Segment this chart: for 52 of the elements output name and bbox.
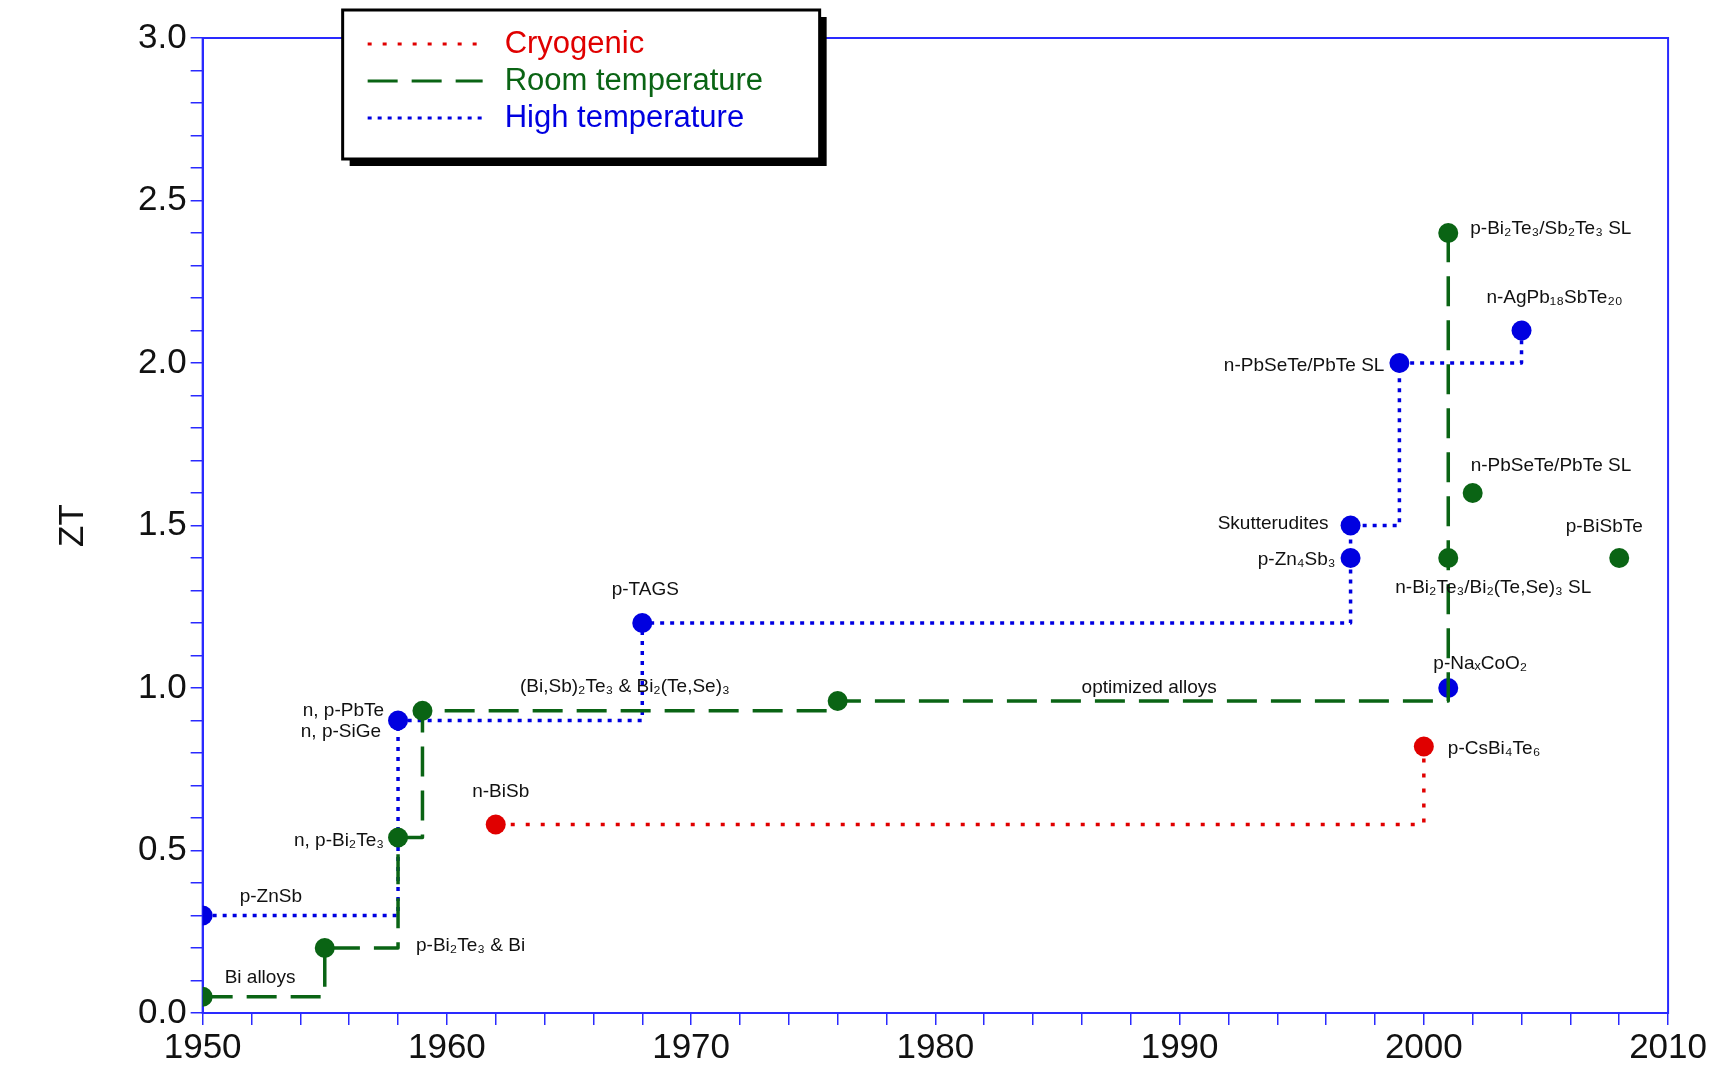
- x-tick-label: 1960: [407, 1025, 486, 1065]
- annotation: Bi alloys: [224, 965, 296, 987]
- y-tick-label: 1.0: [138, 665, 187, 705]
- point: [1340, 515, 1361, 536]
- annotation: p-BiSbTe: [1565, 515, 1643, 537]
- point: [388, 827, 409, 848]
- legend-label: Cryogenic: [504, 24, 645, 60]
- y-tick-label: 1.5: [138, 503, 187, 543]
- legend-label: Room temperature: [504, 61, 764, 97]
- annotation: p-NaₓCoO₂: [1433, 652, 1528, 674]
- point: [1389, 353, 1410, 373]
- annotation: optimized alloys: [1081, 676, 1217, 698]
- annotation: n-BiSb: [472, 779, 530, 801]
- x-tick-label: 2010: [1629, 1025, 1708, 1065]
- annotation: n, p-Bi₂Te₃: [293, 828, 385, 850]
- y-axis-title: ZT: [50, 504, 90, 547]
- point: [1340, 548, 1361, 568]
- annotation: n-PbSeTe/PbTe SL: [1223, 354, 1385, 376]
- annotation: p-Bi₂Te₃ & Bi: [416, 934, 526, 956]
- annotation: Skutterudites: [1217, 511, 1329, 533]
- annotation: p-CsBi₄Te₆: [1447, 736, 1541, 758]
- y-tick-label: 2.5: [138, 178, 187, 218]
- annotation: p-Zn₄Sb₃: [1257, 548, 1336, 570]
- y-tick-label: 0.5: [138, 828, 187, 868]
- annotation: p-ZnSb: [239, 884, 302, 906]
- point: [1413, 736, 1434, 757]
- point: [632, 613, 653, 633]
- point: [314, 938, 335, 958]
- annotation: n, p-PbTe: [302, 698, 385, 720]
- annotation: n-PbSeTe/PbTe SL: [1470, 454, 1632, 476]
- annotation: n-Bi₂Te₃/Bi₂(Te,Se)₃ SL: [1395, 576, 1592, 598]
- legend-label: High temperature: [504, 98, 745, 134]
- y-tick-label: 3.0: [138, 15, 187, 55]
- annotation: n-AgPb₁₈SbTe₂₀: [1486, 285, 1623, 307]
- y-tick-label: 2.0: [138, 340, 187, 380]
- point: [827, 691, 848, 711]
- point: [1438, 223, 1459, 243]
- point: [1462, 483, 1483, 503]
- annotation: (Bi,Sb)₂Te₃ & Bi₂(Te,Se)₃: [519, 674, 730, 696]
- x-tick-label: 2000: [1384, 1025, 1463, 1065]
- point: [1511, 320, 1532, 341]
- point: [485, 814, 506, 835]
- annotation: p-TAGS: [611, 578, 679, 600]
- annotation: n, p-SiGe: [300, 719, 382, 741]
- point: [412, 700, 433, 721]
- x-tick-label: 1990: [1140, 1025, 1219, 1065]
- point: [1609, 548, 1630, 568]
- annotation: p-Bi₂Te₃/Sb₂Te₃ SL: [1470, 217, 1632, 239]
- x-tick-label: 1970: [652, 1025, 731, 1065]
- point: [1438, 548, 1459, 568]
- x-tick-label: 1980: [896, 1025, 975, 1065]
- point: [388, 710, 409, 731]
